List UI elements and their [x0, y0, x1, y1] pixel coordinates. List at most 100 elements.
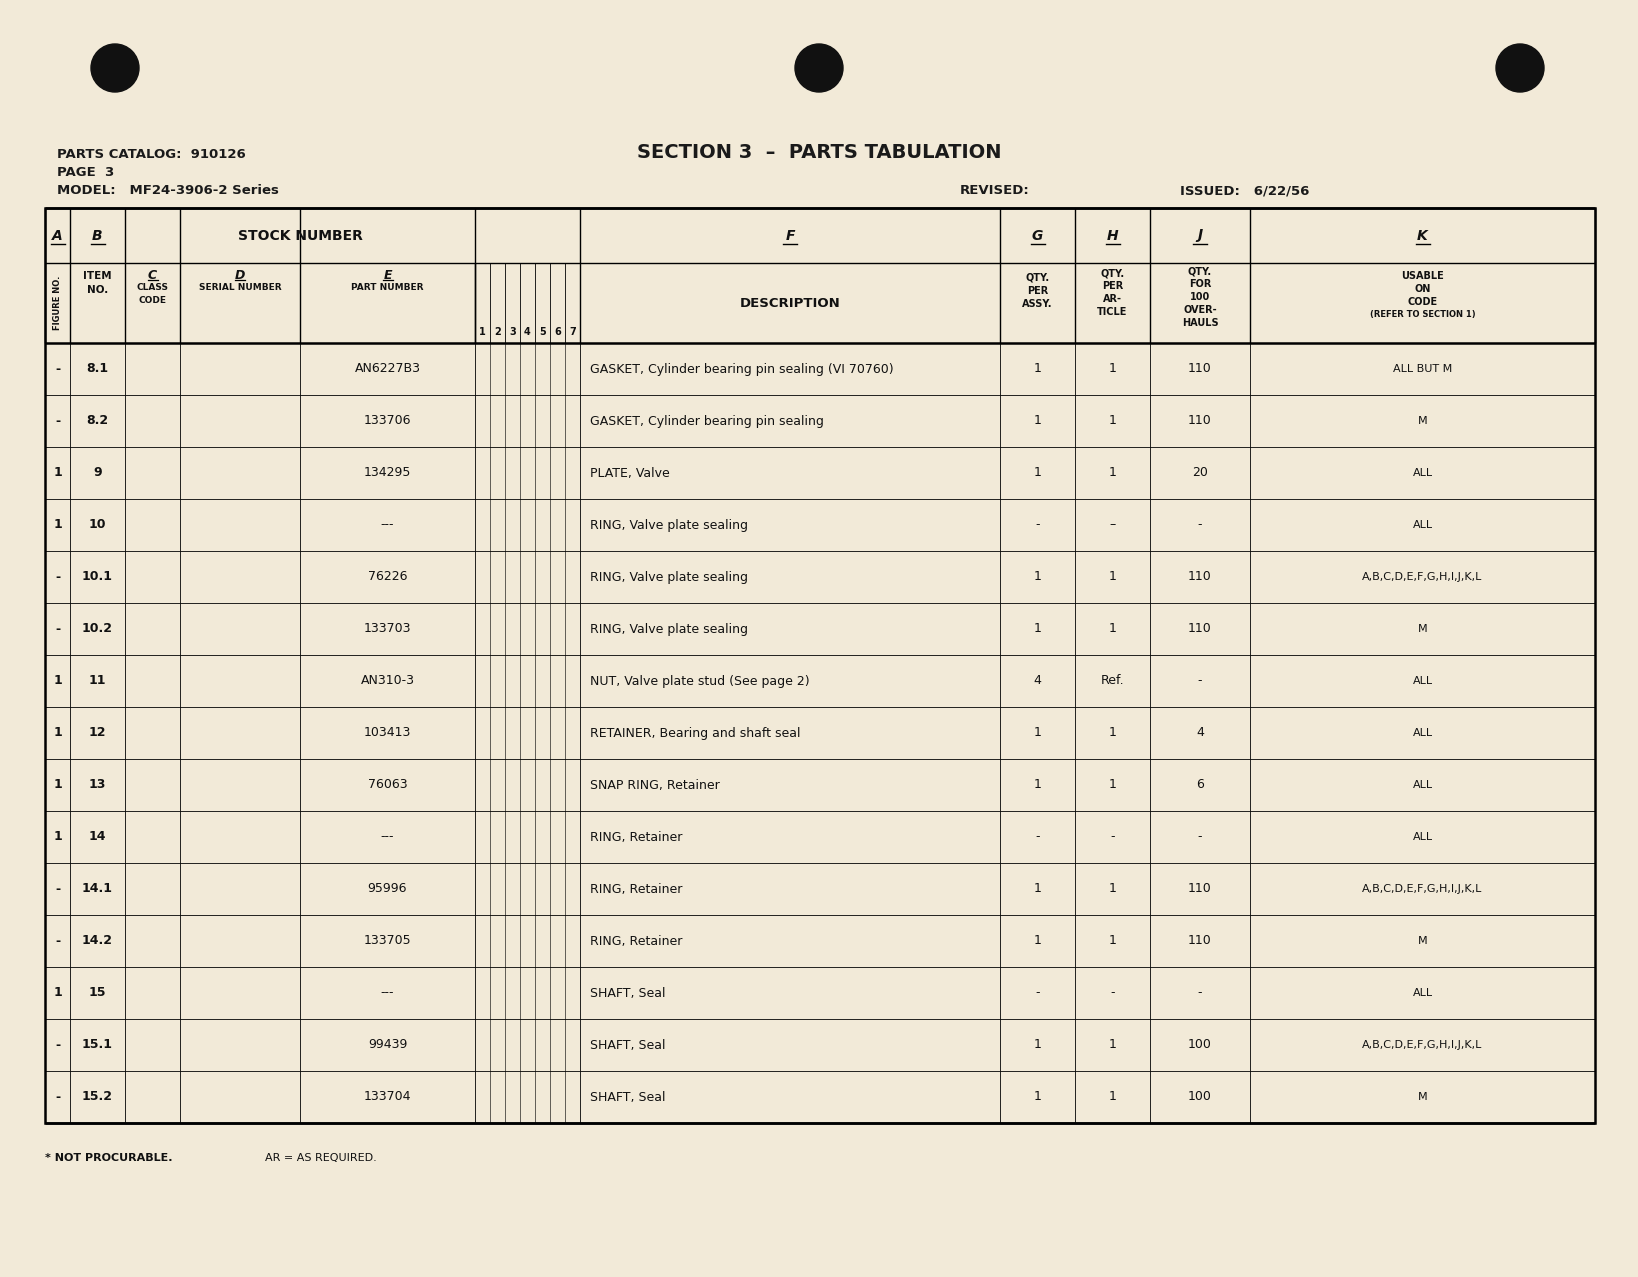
Text: 6: 6 [1196, 779, 1204, 792]
Text: M: M [1417, 1092, 1427, 1102]
Text: RING, Valve plate sealing: RING, Valve plate sealing [590, 622, 749, 636]
Text: 15.1: 15.1 [82, 1038, 113, 1051]
Text: SECTION 3  –  PARTS TABULATION: SECTION 3 – PARTS TABULATION [637, 143, 1001, 162]
Text: 95996: 95996 [369, 882, 408, 895]
Text: J: J [1197, 229, 1202, 243]
Circle shape [92, 43, 139, 92]
Text: 1: 1 [1109, 1038, 1117, 1051]
Text: M: M [1417, 624, 1427, 633]
Text: 3: 3 [509, 327, 516, 337]
Text: 1: 1 [52, 727, 62, 739]
Text: (REFER TO SECTION 1): (REFER TO SECTION 1) [1369, 310, 1476, 319]
Text: ASSY.: ASSY. [1022, 299, 1053, 309]
Bar [44, 208, 1595, 1122]
Text: 12: 12 [88, 727, 106, 739]
Text: PER: PER [1027, 286, 1048, 296]
Text: K: K [1417, 229, 1428, 243]
Text: 14.2: 14.2 [82, 935, 113, 948]
Text: -: - [1111, 987, 1115, 1000]
Text: 1: 1 [1034, 415, 1042, 428]
Text: STOCK NUMBER: STOCK NUMBER [238, 229, 362, 243]
Text: 100: 100 [1189, 292, 1210, 301]
Text: AR-: AR- [1102, 294, 1122, 304]
Text: NUT, Valve plate stud (See page 2): NUT, Valve plate stud (See page 2) [590, 674, 809, 687]
Text: 8.2: 8.2 [87, 415, 108, 428]
Text: 1: 1 [52, 987, 62, 1000]
Text: -: - [1111, 830, 1115, 844]
Text: RING, Retainer: RING, Retainer [590, 935, 683, 948]
Text: 134295: 134295 [364, 466, 411, 479]
Circle shape [1495, 43, 1545, 92]
Text: 1: 1 [1109, 882, 1117, 895]
Text: 1: 1 [1109, 727, 1117, 739]
Text: 10: 10 [88, 518, 106, 531]
Text: 11: 11 [88, 674, 106, 687]
Text: PLATE, Valve: PLATE, Valve [590, 466, 670, 479]
Text: PART NUMBER: PART NUMBER [351, 283, 424, 292]
Text: 1: 1 [1034, 571, 1042, 584]
Text: 14.1: 14.1 [82, 882, 113, 895]
Text: G: G [1032, 229, 1043, 243]
Text: QTY.: QTY. [1101, 268, 1125, 278]
Text: -: - [1035, 518, 1040, 531]
Text: 110: 110 [1188, 571, 1212, 584]
Text: 1: 1 [1034, 779, 1042, 792]
Text: ALL: ALL [1412, 988, 1433, 999]
Text: SHAFT, Seal: SHAFT, Seal [590, 1091, 665, 1103]
Text: SHAFT, Seal: SHAFT, Seal [590, 1038, 665, 1051]
Text: CODE: CODE [139, 296, 167, 305]
Text: 1: 1 [52, 779, 62, 792]
Text: PAGE  3: PAGE 3 [57, 166, 115, 179]
Text: D: D [234, 269, 246, 282]
Text: B: B [92, 229, 103, 243]
Text: RING, Valve plate sealing: RING, Valve plate sealing [590, 571, 749, 584]
Text: 15.2: 15.2 [82, 1091, 113, 1103]
Text: –: – [1109, 518, 1115, 531]
Text: CODE: CODE [1407, 298, 1438, 306]
Text: AN310-3: AN310-3 [360, 674, 414, 687]
Text: ITEM: ITEM [84, 271, 111, 281]
Text: 1: 1 [1109, 622, 1117, 636]
Text: 110: 110 [1188, 882, 1212, 895]
Text: 1: 1 [1109, 571, 1117, 584]
Text: 133703: 133703 [364, 622, 411, 636]
Text: 133705: 133705 [364, 935, 411, 948]
Text: 103413: 103413 [364, 727, 411, 739]
Text: ALL: ALL [1412, 780, 1433, 790]
Text: ISSUED:   6/22/56: ISSUED: 6/22/56 [1179, 184, 1309, 197]
Text: 1: 1 [1034, 466, 1042, 479]
Text: 76226: 76226 [369, 571, 408, 584]
Text: 110: 110 [1188, 415, 1212, 428]
Text: 7: 7 [568, 327, 577, 337]
Text: PER: PER [1102, 281, 1124, 291]
Text: 1: 1 [1034, 1091, 1042, 1103]
Text: HAULS: HAULS [1181, 318, 1219, 328]
Text: TICLE: TICLE [1097, 306, 1127, 317]
Text: AN6227B3: AN6227B3 [354, 363, 421, 375]
Text: -: - [56, 935, 61, 948]
Text: A,B,C,D,E,F,G,H,I,J,K,L: A,B,C,D,E,F,G,H,I,J,K,L [1363, 1039, 1482, 1050]
Text: -: - [56, 415, 61, 428]
Text: -: - [1197, 518, 1202, 531]
Text: C: C [147, 269, 157, 282]
Text: F: F [785, 229, 794, 243]
Text: 110: 110 [1188, 622, 1212, 636]
Text: 1: 1 [1109, 779, 1117, 792]
Text: ---: --- [380, 987, 395, 1000]
Text: 10.1: 10.1 [82, 571, 113, 584]
Text: -: - [1035, 987, 1040, 1000]
Text: -: - [56, 882, 61, 895]
Text: M: M [1417, 936, 1427, 946]
Text: 99439: 99439 [369, 1038, 408, 1051]
Text: SHAFT, Seal: SHAFT, Seal [590, 987, 665, 1000]
Text: 1: 1 [1109, 415, 1117, 428]
Text: -: - [56, 571, 61, 584]
Text: 6: 6 [554, 327, 560, 337]
Text: -: - [1035, 830, 1040, 844]
Text: -: - [56, 1091, 61, 1103]
Text: USABLE: USABLE [1400, 271, 1443, 281]
Text: REVISED:: REVISED: [960, 184, 1030, 197]
Text: NO.: NO. [87, 285, 108, 295]
Text: PARTS CATALOG:  910126: PARTS CATALOG: 910126 [57, 148, 246, 161]
Text: -: - [56, 1038, 61, 1051]
